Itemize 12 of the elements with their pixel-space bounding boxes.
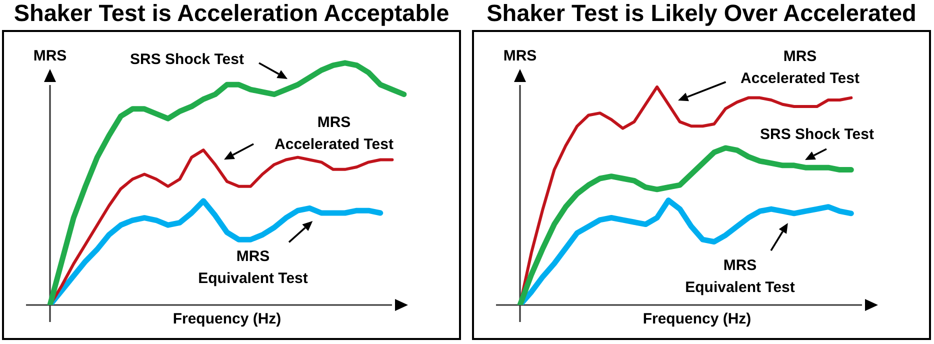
y-axis-title: MRS — [33, 48, 67, 64]
series-label: MRS Accelerated Test — [740, 47, 860, 89]
series-label: SRS Shock Test — [130, 50, 244, 70]
series-label: MRS Equivalent Test — [685, 256, 795, 298]
series-label: MRS Accelerated Test — [274, 113, 394, 155]
series-label: MRS Equivalent Test — [198, 247, 308, 289]
chart-title: Shaker Test is Acceleration Acceptable — [14, 0, 450, 26]
x-axis-title: Frequency (Hz) — [172, 310, 282, 328]
chart-title: Shaker Test is Likely Over Accelerated — [486, 0, 916, 26]
y-axis-title: MRS — [503, 48, 537, 64]
x-axis-title: Frequency (Hz) — [642, 310, 752, 328]
series-label: SRS Shock Test — [760, 125, 874, 145]
